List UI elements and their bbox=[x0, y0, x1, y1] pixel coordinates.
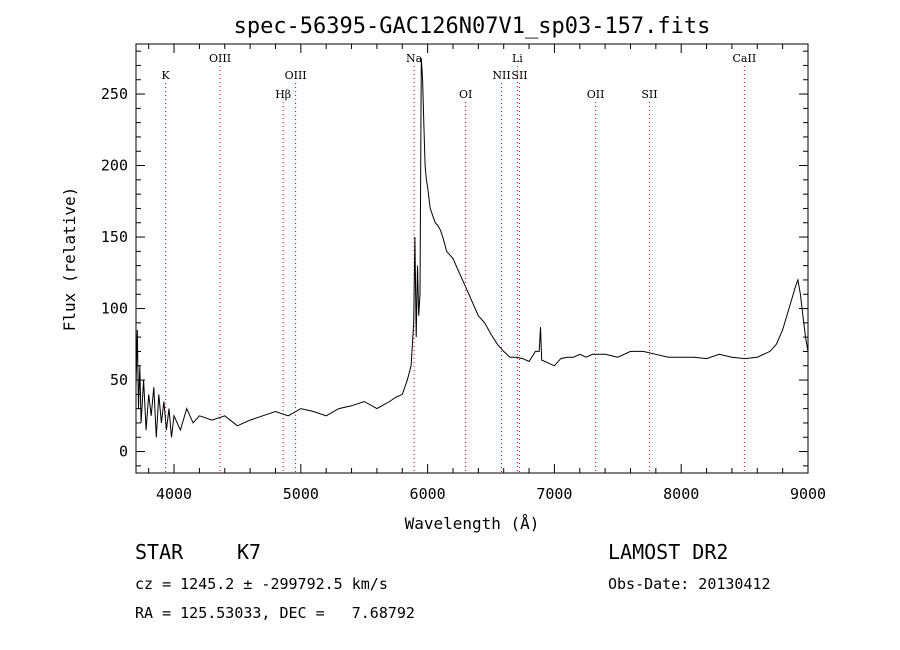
y-tick-label: 200 bbox=[101, 157, 128, 175]
line-marker-label: SII bbox=[511, 69, 527, 82]
redshift-velocity: cz = 1245.2 ± -299792.5 km/s bbox=[135, 575, 388, 593]
y-tick-label: 50 bbox=[110, 371, 128, 389]
line-marker-label: Li bbox=[512, 52, 523, 65]
line-marker-label: OI bbox=[459, 88, 472, 101]
plot-frame bbox=[135, 43, 809, 474]
line-marker-label: NII bbox=[492, 69, 510, 82]
line-marker-label: CaII bbox=[733, 52, 757, 65]
object-subclass: K7 bbox=[237, 540, 262, 564]
y-axis-label: Flux (relative) bbox=[60, 187, 79, 332]
x-tick-label: 9000 bbox=[790, 485, 826, 503]
x-axis-label: Wavelength (Å) bbox=[405, 514, 540, 533]
coordinates: RA = 125.53033, DEC = 7.68792 bbox=[135, 604, 415, 622]
line-marker-label: Hβ bbox=[275, 88, 291, 101]
x-axis: 4000 5000 6000 7000 8000 9000 bbox=[148, 44, 826, 503]
object-class: STAR bbox=[135, 540, 184, 564]
y-tick-label: 150 bbox=[101, 228, 128, 246]
y-tick-label: 0 bbox=[119, 443, 128, 461]
x-tick-label: 7000 bbox=[536, 485, 572, 503]
spectrum-line bbox=[135, 58, 809, 438]
x-tick-label: 6000 bbox=[410, 485, 446, 503]
chart-title: spec-56395-GAC126N07V1_sp03-157.fits bbox=[234, 14, 711, 39]
survey-name: LAMOST DR2 bbox=[608, 540, 729, 564]
y-axis: 0 50 100 150 200 250 bbox=[101, 50, 808, 467]
line-marker-label: SII bbox=[641, 88, 657, 101]
y-tick-label: 100 bbox=[101, 300, 128, 318]
y-tick-label: 250 bbox=[101, 85, 128, 103]
line-marker-label: Na bbox=[406, 52, 423, 65]
x-tick-label: 4000 bbox=[156, 485, 192, 503]
observation-date: Obs-Date: 20130412 bbox=[608, 575, 771, 593]
line-marker-label: OIII bbox=[209, 52, 231, 65]
x-tick-label: 5000 bbox=[283, 485, 319, 503]
line-marker-label: OIII bbox=[285, 69, 307, 82]
x-tick-label: 8000 bbox=[663, 485, 699, 503]
line-marker-label: OII bbox=[587, 88, 605, 101]
line-marker-label: K bbox=[162, 69, 171, 82]
